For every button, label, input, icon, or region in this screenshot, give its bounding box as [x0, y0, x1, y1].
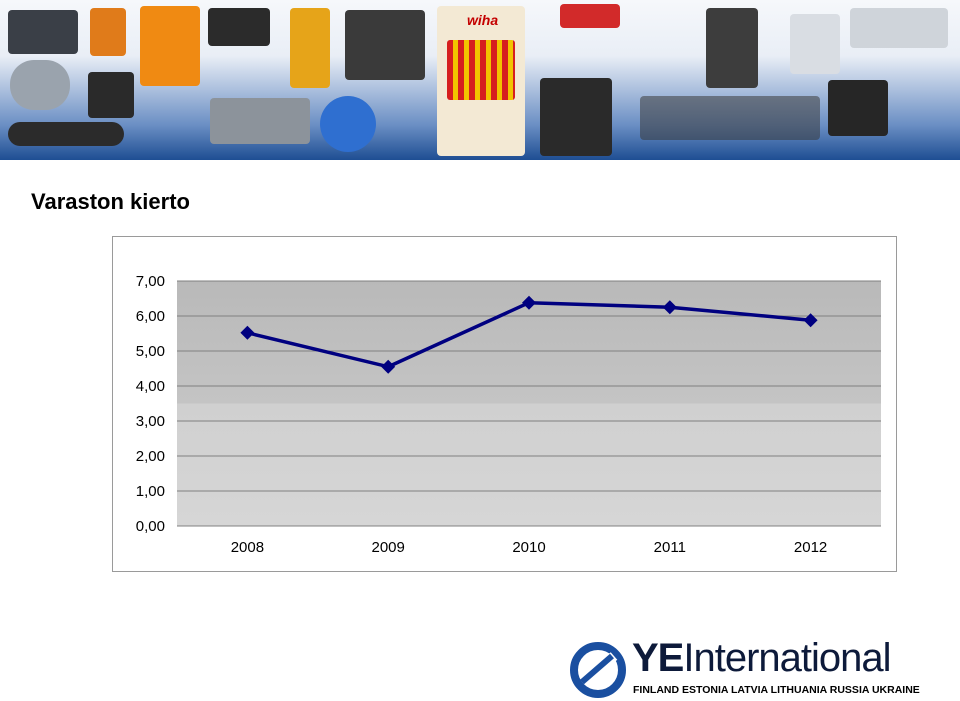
bit-set-image [8, 10, 78, 54]
x-tick-label: 2009 [372, 539, 405, 556]
fan-image [88, 72, 134, 118]
scope-meter-image [706, 8, 758, 88]
series-group [240, 295, 818, 374]
pliers-image [560, 4, 620, 28]
multimeter-image [90, 8, 126, 56]
y-axis-ticks: 0,00 1,00 2,00 3,00 4,00 5,00 6,00 7,00 [136, 273, 165, 535]
x-axis-ticks: 2008 2009 2010 2011 2012 [231, 539, 828, 556]
power-supply-image [210, 98, 310, 144]
test-leads-image [640, 96, 820, 140]
y-tick-label: 4,00 [136, 378, 165, 395]
logo-brand-rest: International [683, 636, 891, 680]
cable-reel-image [320, 96, 376, 152]
y-tick-label: 3,00 [136, 413, 165, 430]
data-point-marker [803, 313, 818, 328]
company-logo: YEInternational FINLAND ESTONIA LATVIA L… [570, 636, 950, 698]
plot-area [177, 281, 881, 526]
power-inverter-image [850, 8, 948, 48]
ip-camera-image [790, 14, 840, 74]
data-point-marker [522, 295, 536, 310]
y-tick-label: 6,00 [136, 308, 165, 325]
line-chart: 0,001,002,003,004,005,006,007,00 2008 200… [136, 273, 881, 556]
flashlight-image [8, 122, 124, 146]
data-point-marker [662, 300, 677, 315]
drill-image [345, 10, 425, 80]
x-tick-label: 2008 [231, 539, 264, 556]
y-tick-label: 5,00 [136, 343, 165, 360]
logo-wordmark: YEInternational [632, 636, 892, 681]
x-tick-label: 2011 [654, 539, 686, 556]
data-point-marker [381, 359, 396, 374]
logo-brand-bold: YE [632, 636, 684, 680]
logo-countries: FINLAND ESTONIA LATVIA LITHUANIA RUSSIA … [633, 684, 920, 696]
screwdriver-display-image: wiha [437, 6, 525, 156]
tool-case-image [540, 78, 612, 156]
thermal-camera-image [290, 8, 330, 88]
soldering-station-image [828, 80, 888, 136]
chart-frame: 0,00 1,00 2,00 3,00 4,00 5,00 6,00 7,00 2008 200… [112, 236, 897, 572]
slide-title: Varaston kierto [31, 189, 190, 214]
solder-wire-image [10, 60, 70, 110]
x-tick-label: 2012 [794, 539, 827, 556]
y-tick-label: 0,00 [136, 518, 165, 535]
y-tick-label: 2,00 [136, 448, 165, 465]
x-tick-label: 2010 [512, 539, 545, 556]
logo-mark-icon [570, 642, 626, 698]
battery-image [208, 8, 270, 46]
oscilloscope-image [140, 6, 200, 86]
product-banner: wiha [0, 0, 960, 160]
y-tick-label: 1,00 [136, 483, 165, 500]
wiha-logo: wiha [467, 12, 499, 28]
data-point-marker [240, 325, 255, 340]
y-tick-label: 7,00 [136, 273, 165, 290]
